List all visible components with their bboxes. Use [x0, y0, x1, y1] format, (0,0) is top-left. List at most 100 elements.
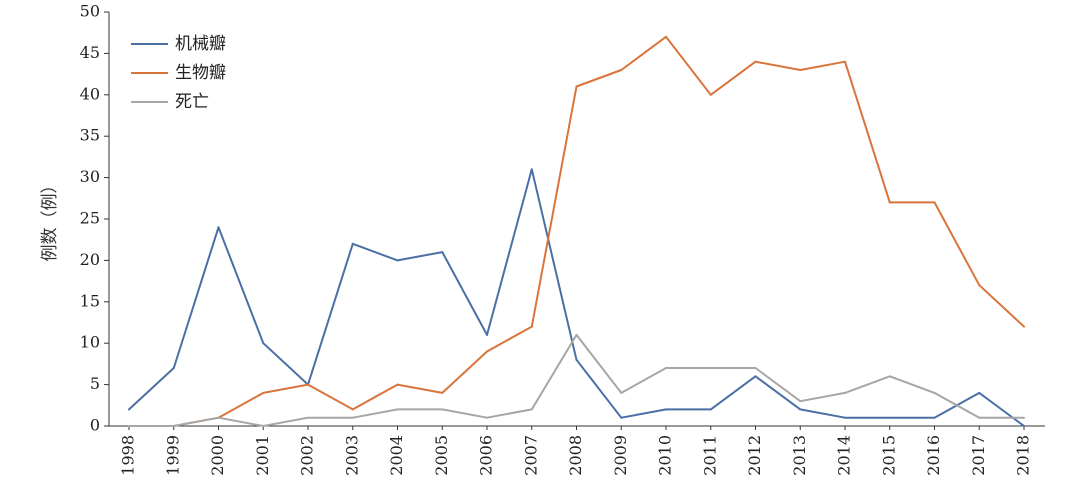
data-point [709, 408, 712, 411]
y-tick-label: 25 [80, 209, 100, 228]
x-tick-label: 2017 [969, 435, 988, 476]
x-tick-label: 2009 [611, 435, 630, 476]
x-tick-label: 2003 [342, 435, 361, 476]
data-point [396, 259, 399, 262]
data-point [262, 342, 265, 345]
data-point [441, 251, 444, 254]
data-point [888, 375, 891, 378]
data-point [351, 416, 354, 419]
data-point [441, 391, 444, 394]
y-ticks: 0 5 10 15 20 25 30 35 40 45 50 [80, 2, 109, 435]
data-point [486, 333, 488, 336]
data-point [217, 416, 220, 419]
data-point [933, 391, 936, 394]
x-tick-label: 2001 [253, 435, 272, 476]
data-point [575, 333, 578, 336]
y-tick-label: 35 [80, 126, 100, 145]
data-point [575, 85, 578, 88]
data-point [754, 60, 757, 63]
x-tick-label: 2008 [566, 435, 585, 476]
y-tick-label: 5 [90, 374, 100, 393]
y-tick-label: 15 [80, 291, 100, 310]
x-tick-label: 2006 [477, 435, 496, 476]
y-tick-label: 10 [80, 333, 100, 352]
data-point [128, 425, 130, 427]
data-point [799, 408, 802, 411]
data-point [888, 201, 891, 204]
x-tick-label: 2016 [924, 435, 943, 476]
y-tick-label: 30 [80, 167, 100, 186]
legend-label: 生物瓣 [175, 63, 226, 83]
data-point [754, 375, 757, 378]
data-point [530, 408, 533, 411]
x-tick-label: 2011 [700, 435, 719, 476]
data-point [307, 416, 309, 419]
data-point [1023, 416, 1025, 419]
data-point [172, 367, 175, 370]
data-point [799, 400, 802, 403]
data-point [262, 425, 265, 427]
data-point [575, 358, 578, 361]
data-point [620, 68, 623, 71]
data-point [620, 391, 623, 394]
x-tick-label: 2018 [1014, 435, 1033, 476]
series-line-0 [128, 168, 1025, 427]
legend-label: 机械瓣 [175, 34, 226, 54]
data-point [396, 383, 399, 386]
x-tick-label: 1999 [163, 435, 182, 476]
y-tick-label: 45 [80, 43, 100, 62]
legend-label: 死亡 [175, 92, 209, 112]
data-point [620, 416, 623, 419]
data-point [217, 226, 220, 229]
data-point [709, 367, 712, 370]
axes [108, 12, 1045, 427]
series-line-1 [129, 35, 1025, 427]
data-point [396, 408, 399, 411]
x-tick-label: 2007 [521, 435, 540, 476]
data-point [665, 35, 667, 38]
data-point [128, 408, 130, 411]
x-tick-label: 2014 [835, 435, 854, 476]
data-point [665, 367, 667, 370]
x-ticks: 1998 1999 2000 2001 2002 2003 2004 2005 2006 2007… [119, 426, 1033, 476]
y-axis-label: 例数（例） [40, 177, 60, 262]
x-tick-label: 2010 [656, 435, 675, 476]
x-tick-label: 2013 [790, 435, 809, 476]
data-point [441, 408, 444, 411]
data-point [530, 325, 533, 328]
data-point [978, 416, 981, 419]
x-tick-label: 2000 [208, 435, 227, 476]
data-point [709, 93, 712, 96]
x-tick-label: 1998 [119, 435, 138, 476]
data-point [486, 350, 488, 353]
data-point [799, 68, 802, 71]
data-point [844, 416, 846, 419]
data-point [933, 201, 936, 204]
data-point [530, 168, 533, 171]
data-point [978, 284, 981, 287]
data-point [351, 242, 354, 245]
data-point [978, 391, 981, 394]
data-point [1023, 425, 1025, 427]
data-point [665, 408, 667, 411]
y-tick-label: 40 [80, 84, 100, 103]
x-tick-label: 2005 [432, 435, 451, 476]
data-point [351, 408, 354, 411]
data-point [844, 60, 846, 63]
data-point [754, 367, 757, 370]
data-point [1023, 325, 1025, 328]
series-lines [128, 35, 1025, 427]
data-point [888, 416, 891, 419]
data-point [262, 391, 265, 394]
data-point [844, 391, 846, 394]
data-point [933, 416, 936, 419]
y-tick-label: 0 [90, 416, 100, 435]
data-point [486, 416, 488, 419]
x-tick-label: 2015 [879, 435, 898, 476]
series-line-2 [129, 333, 1024, 427]
x-tick-label: 2012 [745, 435, 764, 476]
data-point [172, 425, 175, 427]
data-point [307, 383, 309, 386]
